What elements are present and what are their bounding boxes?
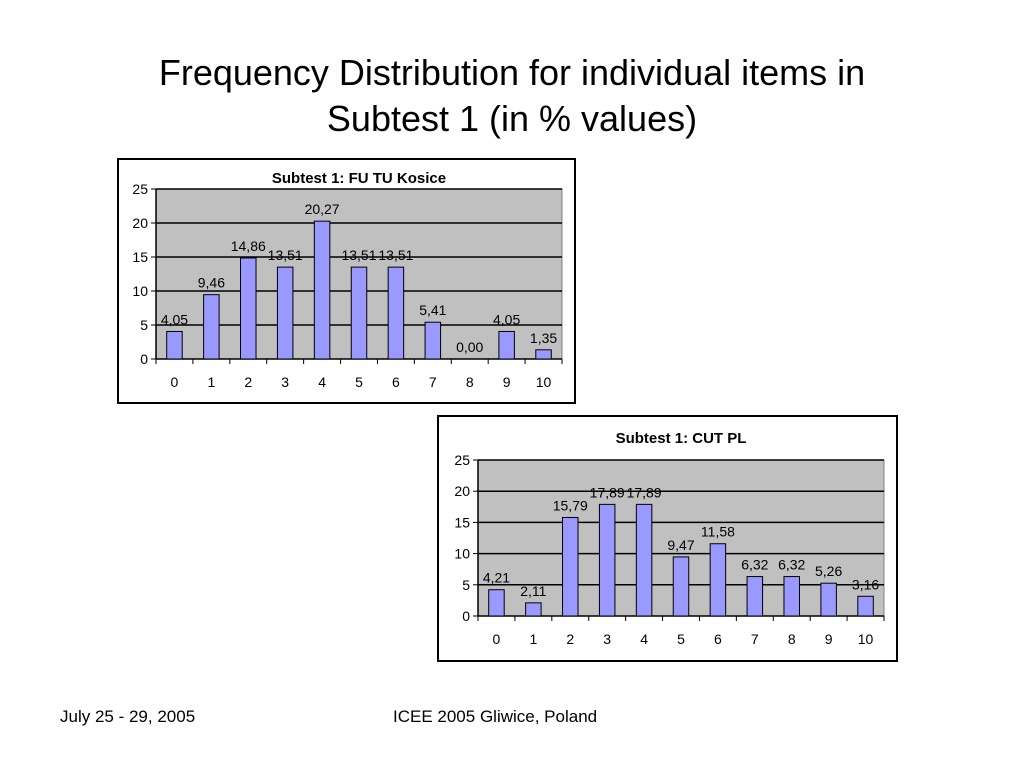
x-tick-label: 7	[751, 631, 759, 647]
x-tick-label: 9	[503, 374, 511, 390]
bar-6	[387, 266, 405, 360]
data-label-0: 4,21	[483, 570, 510, 586]
chart-title: Subtest 1: CUT PL	[616, 430, 747, 447]
bar-2	[562, 516, 579, 617]
data-label-10: 1,35	[530, 330, 557, 346]
bar-6	[709, 543, 727, 617]
y-tick-label: 5	[462, 577, 470, 593]
x-tick-label: 4	[640, 631, 648, 647]
bar-5	[672, 556, 690, 617]
data-label-1: 2,11	[520, 583, 546, 599]
data-label-9: 5,26	[815, 563, 842, 579]
bar-10	[535, 349, 552, 360]
x-tick-label: 0	[171, 374, 179, 390]
y-tick-label: 10	[454, 546, 470, 562]
data-label-4: 20,27	[305, 201, 340, 217]
data-label-4: 17,89	[627, 484, 662, 500]
x-tick-label: 4	[318, 374, 326, 390]
x-tick-label: 10	[858, 631, 874, 647]
y-tick-label: 0	[140, 351, 148, 367]
data-label-6: 13,51	[378, 247, 413, 263]
x-tick-label: 3	[603, 631, 611, 647]
bar-10	[857, 595, 874, 617]
x-tick-label: 10	[536, 374, 552, 390]
data-label-10: 3,16	[852, 576, 879, 592]
y-tick-label: 0	[462, 608, 470, 624]
y-tick-label: 15	[454, 514, 470, 530]
x-tick-label: 1	[529, 631, 537, 647]
data-label-6: 11,58	[701, 524, 735, 540]
chart-fu-tu-kosice: Subtest 1: FU TU Kosice 0 5 10 15 20 25 0 4,05 1 9…	[117, 158, 576, 404]
x-tick-label: 0	[493, 631, 501, 647]
data-label-8: 6,32	[778, 557, 805, 573]
data-label-2: 14,86	[231, 238, 266, 254]
bar-7	[746, 576, 764, 617]
bar-1	[525, 602, 542, 617]
y-tick-label: 25	[454, 452, 470, 468]
data-label-1: 9,46	[198, 275, 225, 291]
x-tick-label: 8	[466, 374, 474, 390]
bar-2	[240, 257, 257, 360]
x-tick-label: 1	[207, 374, 215, 390]
y-tick-label: 20	[454, 483, 470, 499]
data-label-5: 9,47	[667, 537, 694, 553]
bar-5	[350, 266, 368, 360]
bar-9	[498, 330, 515, 360]
bar-0	[166, 330, 183, 360]
chart-title: Subtest 1: FU TU Kosice	[272, 170, 446, 187]
y-tick-label: 10	[132, 283, 148, 299]
data-label-3: 17,89	[590, 484, 625, 500]
chart-cut-pl-svg: Subtest 1: CUT PL 0 5 10 15 20 25 0 4,21 1 2,11 2 15…	[454, 430, 885, 647]
bar-4	[635, 503, 653, 617]
x-tick-label: 7	[429, 374, 437, 390]
x-tick-label: 9	[825, 631, 833, 647]
data-label-7: 6,32	[741, 557, 768, 573]
x-tick-label: 2	[244, 374, 252, 390]
y-tick-label: 15	[132, 249, 148, 265]
data-label-2: 15,79	[553, 497, 588, 513]
x-tick-label: 3	[281, 374, 289, 390]
footer-date: July 25 - 29, 2005	[60, 707, 196, 726]
y-tick-label: 20	[132, 215, 148, 231]
bar-9	[820, 582, 837, 617]
bar-1	[203, 294, 220, 360]
slide-title-line-2: Subtest 1 (in % values)	[326, 98, 698, 139]
footer-conference: ICEE 2005 Gliwice, Poland	[393, 707, 598, 726]
data-label-5: 13,51	[341, 247, 376, 263]
bar-8	[783, 576, 800, 617]
bar-3	[276, 266, 294, 360]
data-label-3: 13,51	[268, 247, 303, 263]
y-tick-label: 5	[140, 317, 148, 333]
x-tick-label: 6	[714, 631, 722, 647]
bar-3	[598, 503, 616, 617]
x-tick-label: 5	[677, 631, 685, 647]
chart-cut-pl: Subtest 1: CUT PL 0 5 10 15 20 25 0 4,21 1 2,11 2 15…	[437, 415, 898, 662]
bar-0	[488, 589, 505, 617]
x-tick-label: 8	[788, 631, 796, 647]
data-label-9: 4,05	[493, 311, 520, 327]
slide-title-line-1: Frequency Distribution for individual it…	[158, 52, 866, 93]
chart-fu-tu-kosice-svg: Subtest 1: FU TU Kosice051015202504,0519…	[132, 170, 563, 390]
data-label-8: 0,00	[456, 339, 483, 355]
y-tick-label: 25	[132, 181, 148, 197]
data-label-0: 4,05	[161, 311, 188, 327]
x-tick-label: 5	[355, 374, 363, 390]
bar-4	[313, 220, 331, 360]
x-tick-label: 6	[392, 374, 400, 390]
x-tick-label: 2	[566, 631, 574, 647]
slide-title: Frequency Distribution for individual it…	[0, 50, 1024, 142]
bar-7	[424, 321, 442, 360]
data-label-7: 5,41	[419, 302, 446, 318]
